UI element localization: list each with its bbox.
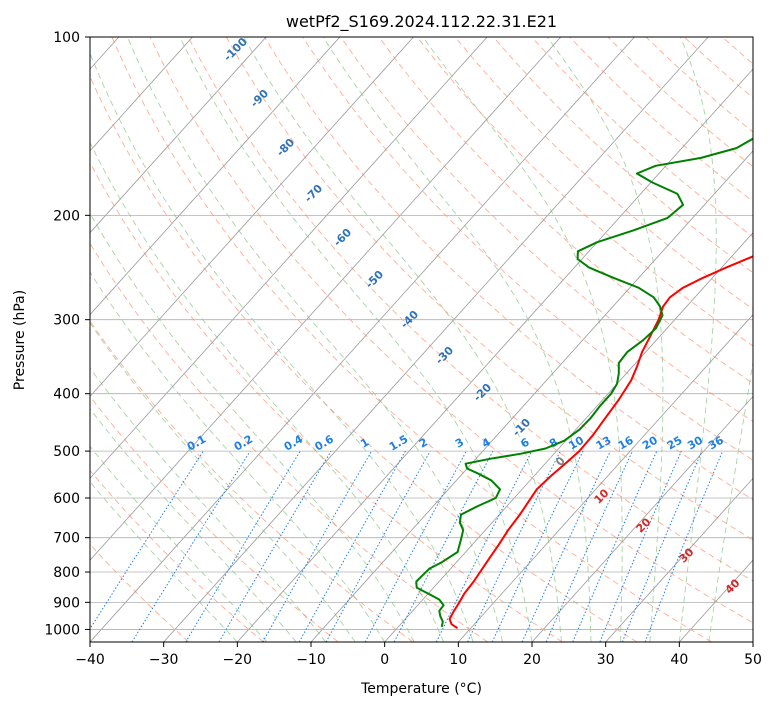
isotherm-line: [90, 37, 341, 316]
pressure-gridlines: [90, 37, 753, 630]
moist-adiabat-line: [322, 37, 592, 642]
mixing-ratio-line: [621, 450, 703, 642]
x-tick-label: 10: [449, 652, 467, 668]
isotherm-line: [384, 232, 753, 642]
y-tick-label: 300: [53, 313, 80, 329]
moist-adiabat-line: [678, 37, 717, 642]
isotherm-line: [90, 37, 635, 642]
isotherm-line: [90, 37, 267, 234]
y-tick-label: 200: [53, 208, 80, 224]
mixing-ratio-line: [599, 450, 682, 642]
x-tick-label: −10: [296, 652, 326, 668]
y-tick-label: 700: [53, 531, 80, 547]
moist-adiabat-line: [179, 37, 533, 642]
isotherms: [90, 37, 753, 642]
x-tick-label: 20: [523, 652, 541, 668]
mixing-ratio-line: [393, 450, 494, 642]
x-tick-label: 40: [670, 652, 688, 668]
dry-adiabat-line: [90, 161, 563, 642]
x-axis-label: Temperature (°C): [360, 681, 482, 697]
dry-adiabat-line: [149, 37, 753, 624]
y-tick-label: 600: [53, 491, 80, 507]
isotherm-line: [90, 37, 414, 398]
x-tick-label: −40: [75, 652, 105, 668]
mixing-ratio-line: [325, 450, 431, 642]
isotherm-line: [90, 37, 193, 152]
isotherm-line: [90, 37, 488, 479]
moist-adiabat-line: [546, 37, 664, 642]
mixing-ratio-line: [545, 450, 633, 642]
x-tick-label: −30: [149, 652, 179, 668]
isotherm-line: [90, 37, 562, 561]
y-tick-label: 900: [53, 595, 80, 611]
dry-adiabat-line: [90, 543, 190, 642]
axis-ticks: −40 −30 −20 −10 0 10 20 30 40 50 1000 900 800 700 600 5…: [44, 30, 762, 668]
isotherm-line: [605, 477, 753, 642]
moist-adiabat-line: [90, 141, 445, 642]
y-tick-label: 500: [53, 444, 80, 460]
mixing-ratio-line: [644, 450, 724, 642]
temperature-profile-line: [448, 255, 753, 630]
moist-adiabat-line: [90, 481, 238, 642]
y-axis-label: Pressure (hPa): [12, 290, 28, 390]
y-tick-label: 100: [53, 30, 80, 46]
moist-adiabat-line: [90, 271, 386, 642]
y-tick-label: 400: [53, 387, 80, 403]
moist-adiabat-line: [422, 37, 623, 642]
isotherm-line: [458, 313, 753, 642]
y-tick-label: 800: [53, 565, 80, 581]
mixing-ratio-line: [435, 450, 533, 642]
chart-title: wetPf2_S169.2024.112.22.31.E21: [286, 12, 557, 32]
dry-adiabat-line: [90, 395, 339, 642]
isotherm-line: [237, 68, 753, 642]
moist-adiabat-line: [90, 367, 327, 642]
x-tick-label: 30: [597, 652, 615, 668]
x-tick-label: 50: [744, 652, 762, 668]
isotherm-line: [531, 395, 753, 642]
moist-adiabat-line: [90, 408, 297, 642]
isotherm-line: [163, 37, 709, 642]
mixing-ratio-line: [131, 450, 251, 642]
dry-adiabat-line: [454, 37, 753, 310]
moist-adiabat-line: [90, 52, 474, 642]
moist-adiabat-line: [243, 37, 562, 642]
plot-frame: [89, 36, 754, 643]
moist-adiabat-line: [90, 322, 356, 642]
mixing-ratio-line: [298, 450, 406, 642]
moist-adiabat-line: [126, 37, 503, 642]
dry-adiabat-line: [416, 37, 753, 347]
moist-adiabat-line: [90, 445, 268, 642]
y-tick-label: 1000: [44, 622, 80, 638]
x-tick-label: −20: [223, 652, 253, 668]
mixing-ratio-line: [364, 450, 467, 642]
mixing-ratio-line: [185, 450, 301, 642]
sounding-series: [415, 137, 753, 630]
dry-adiabat-line: [111, 37, 712, 642]
mixing-ratio-line: [521, 450, 611, 642]
mixing-ratio-line: [90, 450, 204, 630]
isotherm-line: [310, 150, 753, 642]
moist-adiabats: [90, 37, 753, 642]
mixing-ratio-line: [572, 450, 658, 642]
dry-adiabat-line: [90, 242, 488, 642]
dry-adiabat-line: [90, 469, 264, 642]
mixing-ratio-line: [491, 450, 584, 642]
x-tick-label: 0: [380, 652, 389, 668]
mixing-ratio-lines: [90, 450, 724, 642]
dewpoint-profile-line: [415, 137, 753, 628]
